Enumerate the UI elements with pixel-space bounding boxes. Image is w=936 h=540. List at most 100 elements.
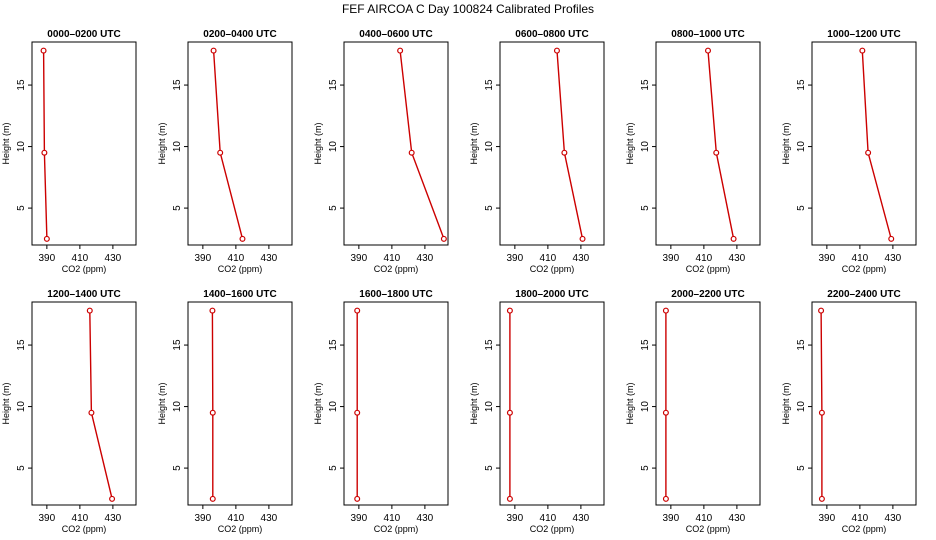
x-tick-label: 430 xyxy=(261,513,278,524)
x-tick-label: 410 xyxy=(384,513,401,524)
x-axis-label: CO2 (ppm) xyxy=(530,524,575,534)
y-tick-label: 10 xyxy=(328,141,339,153)
panel-title: 1200–1400 UTC xyxy=(47,289,120,300)
y-axis-label: Height (m) xyxy=(157,382,167,424)
data-point xyxy=(40,47,47,54)
data-point xyxy=(209,495,216,502)
data-point xyxy=(506,495,513,502)
data-point xyxy=(239,235,246,242)
y-tick-label: 5 xyxy=(172,465,183,471)
y-tick-label: 15 xyxy=(16,339,27,351)
y-tick-label: 15 xyxy=(484,79,495,91)
y-axis-label: Height (m) xyxy=(469,382,479,424)
y-tick-label: 5 xyxy=(328,205,339,211)
plot-frame xyxy=(187,41,293,246)
x-tick-label: 410 xyxy=(852,253,869,264)
data-point xyxy=(354,409,361,416)
plot-frame xyxy=(343,301,449,506)
y-axis-label: Height (m) xyxy=(1,382,11,424)
x-tick-label: 390 xyxy=(507,253,524,264)
x-tick-label: 390 xyxy=(195,253,212,264)
y-tick-label: 10 xyxy=(484,401,495,413)
x-tick-label: 390 xyxy=(663,253,680,264)
y-tick-label: 5 xyxy=(328,465,339,471)
y-axis-label: Height (m) xyxy=(625,122,635,164)
y-tick-label: 10 xyxy=(16,141,27,153)
y-tick-label: 10 xyxy=(172,141,183,153)
panel-title: 0000–0200 UTC xyxy=(47,29,120,40)
x-axis-label: CO2 (ppm) xyxy=(686,264,731,274)
data-point xyxy=(41,149,48,156)
y-tick-label: 15 xyxy=(640,79,651,91)
data-point xyxy=(662,307,669,314)
x-tick-label: 410 xyxy=(228,513,245,524)
data-point xyxy=(209,307,216,314)
y-tick-label: 10 xyxy=(328,401,339,413)
x-tick-label: 430 xyxy=(261,253,278,264)
data-point xyxy=(210,47,217,54)
x-axis-label: CO2 (ppm) xyxy=(62,264,107,274)
x-tick-label: 390 xyxy=(351,513,368,524)
plot-frame xyxy=(187,301,293,506)
data-point xyxy=(397,47,404,54)
y-tick-label: 15 xyxy=(328,339,339,351)
panel-title: 1600–1800 UTC xyxy=(359,289,432,300)
y-tick-label: 5 xyxy=(484,465,495,471)
y-tick-label: 15 xyxy=(172,339,183,351)
x-axis-label: CO2 (ppm) xyxy=(530,264,575,274)
y-tick-label: 15 xyxy=(484,339,495,351)
panel-title: 2000–2200 UTC xyxy=(671,289,744,300)
x-axis-label: CO2 (ppm) xyxy=(686,524,731,534)
data-point xyxy=(506,307,513,314)
data-point xyxy=(440,235,447,242)
x-tick-label: 430 xyxy=(573,253,590,264)
data-point xyxy=(704,47,711,54)
y-tick-label: 5 xyxy=(640,205,651,211)
plot-frame xyxy=(31,41,137,246)
figure-title: FEF AIRCOA C Day 100824 Calibrated Profi… xyxy=(342,2,594,16)
y-tick-label: 15 xyxy=(796,339,807,351)
y-tick-label: 5 xyxy=(796,465,807,471)
x-tick-label: 430 xyxy=(417,253,434,264)
y-axis-label: Height (m) xyxy=(781,382,791,424)
data-point xyxy=(818,307,825,314)
y-axis-label: Height (m) xyxy=(157,122,167,164)
y-tick-label: 10 xyxy=(640,401,651,413)
y-tick-label: 15 xyxy=(172,79,183,91)
x-tick-label: 430 xyxy=(105,253,122,264)
y-tick-label: 5 xyxy=(796,205,807,211)
panel-title: 1000–1200 UTC xyxy=(827,29,900,40)
y-tick-label: 5 xyxy=(16,205,27,211)
x-tick-label: 410 xyxy=(72,513,89,524)
data-point xyxy=(43,235,50,242)
x-tick-label: 410 xyxy=(228,253,245,264)
data-point xyxy=(859,47,866,54)
plot-frame xyxy=(811,301,917,506)
y-axis-label: Height (m) xyxy=(469,122,479,164)
x-axis-label: CO2 (ppm) xyxy=(218,524,263,534)
x-tick-label: 410 xyxy=(384,253,401,264)
x-tick-label: 410 xyxy=(696,513,713,524)
data-point xyxy=(818,409,825,416)
y-tick-label: 10 xyxy=(16,401,27,413)
y-axis-label: Height (m) xyxy=(781,122,791,164)
y-tick-label: 10 xyxy=(172,401,183,413)
x-axis-label: CO2 (ppm) xyxy=(374,264,419,274)
data-point xyxy=(88,409,95,416)
y-tick-label: 15 xyxy=(16,79,27,91)
y-tick-label: 5 xyxy=(16,465,27,471)
panel-title: 0200–0400 UTC xyxy=(203,29,276,40)
x-tick-label: 430 xyxy=(885,253,902,264)
